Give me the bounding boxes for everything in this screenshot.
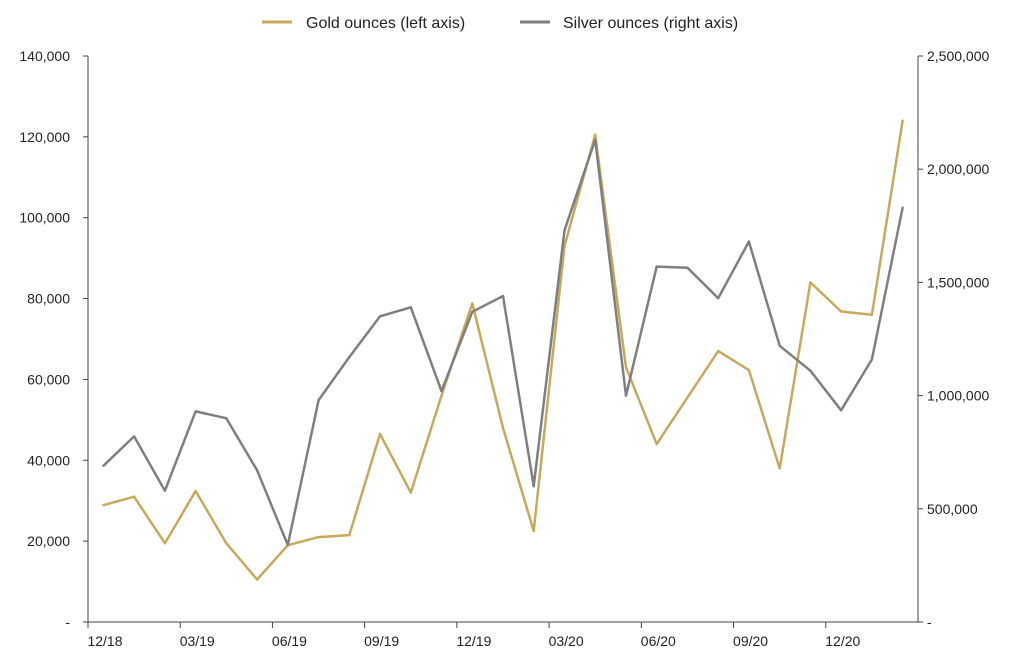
gold-data-point [132,495,136,498]
gold-data-point [747,368,751,372]
gold-data-point [409,491,412,494]
gold-data-point [440,394,443,397]
gold-data-point [624,366,628,369]
silver-data-point [255,469,259,472]
x-tick-label: 06/19 [272,633,307,649]
gold-data-point [839,310,843,313]
gold-data-point [255,578,259,581]
left-y-tick-label: 100,000 [19,210,70,226]
series-layer [102,119,904,581]
right-y-tick-label: 1,000,000 [927,388,989,404]
left-y-tick-label: 20,000 [27,533,70,549]
silver-data-point [225,417,228,420]
legend-label-gold: Gold ounces (left axis) [306,15,465,32]
silver-data-point [440,389,443,393]
silver-data-point [317,398,320,402]
silver-data-point [870,358,874,361]
axes: - 20,000 40,000 60,000 80,000 100,000 120,000 1… [19,48,989,649]
gold-data-point [194,489,197,493]
x-tick-label: 12/19 [456,633,491,649]
gold-data-point [378,432,382,436]
x-tick-label: 12/20 [825,633,860,649]
gold-data-point [717,349,720,353]
silver-data-point [194,410,197,413]
silver-data-point [348,355,351,359]
gold-data-point [471,302,474,305]
silver-data-point [409,306,412,309]
left-y-tick-label: 40,000 [27,452,70,468]
gold-data-point [655,442,658,446]
x-tick-label: 03/19 [180,633,215,649]
silver-data-point [747,240,751,243]
gold-data-point [163,542,167,545]
x-tick-label: 12/18 [87,633,122,649]
silver-data-point [839,409,843,412]
silver-data-point [286,543,289,547]
gold-data-point [870,313,874,316]
x-tick-label: 03/20 [549,633,584,649]
right-y-tick-label: 2,500,000 [927,48,989,64]
silver-data-point [809,369,812,372]
silver-data-point [163,489,167,492]
silver-data-point [471,310,474,313]
gold-data-point [225,542,228,545]
legend: Gold ounces (left axis) Silver ounces (r… [262,15,738,32]
silver-series-line [102,138,904,547]
gold-data-point [317,535,320,539]
silver-data-point [594,138,597,141]
silver-data-point [901,206,904,209]
gold-data-point [501,426,505,430]
silver-data-point [378,315,382,318]
right-y-tick-label: - [927,614,932,630]
silver-data-point [563,229,566,232]
silver-data-point [102,464,105,467]
x-tick-label: 06/20 [641,633,676,649]
gold-data-point [901,119,904,122]
silver-data-point [624,394,628,397]
right-y-tick-label: 1,500,000 [927,274,989,290]
silver-data-point [686,266,689,269]
x-tick-label: 09/19 [364,633,399,649]
silver-data-point [501,294,505,298]
silver-data-point [532,485,535,488]
gold-series-line [103,120,904,581]
gold-data-point [809,281,812,284]
silver-data-point [778,344,781,347]
gold-data-point [686,396,689,399]
right-y-tick-label: 2,000,000 [927,161,989,177]
silver-data-point [717,297,720,300]
gold-data-point [348,533,351,537]
left-y-tick-label: - [65,614,70,630]
gold-data-point [594,133,597,136]
gold-data-point [102,504,105,507]
gold-data-point [532,529,535,533]
left-y-tick-label: 60,000 [27,371,70,387]
left-y-tick-label: 80,000 [27,291,70,307]
left-y-tick-label: 140,000 [19,48,70,64]
silver-data-point [655,265,658,268]
gold-data-point [778,467,781,470]
right-y-tick-label: 500,000 [927,501,978,517]
legend-label-silver: Silver ounces (right axis) [563,15,738,32]
silver-data-point [132,435,136,438]
x-tick-label: 09/20 [733,633,768,649]
left-y-tick-label: 120,000 [19,129,70,145]
